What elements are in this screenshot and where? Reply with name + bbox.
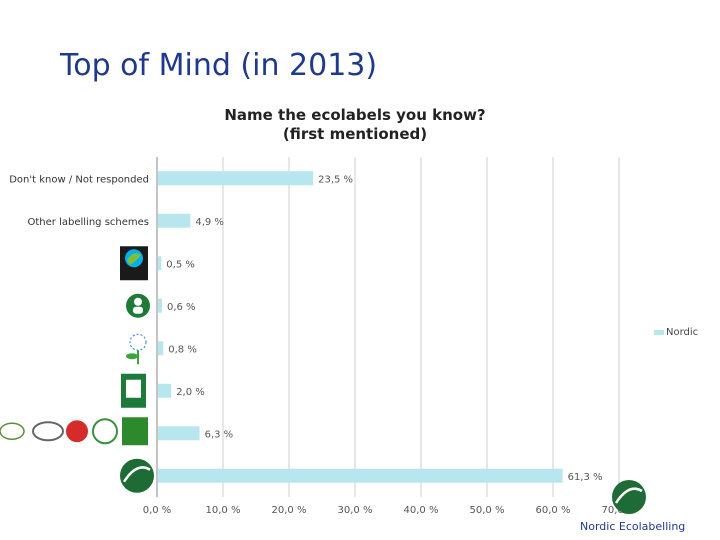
x-tick-label: 50,0 % — [470, 505, 505, 516]
eu-flower-icon — [129, 333, 147, 351]
bar — [158, 213, 191, 228]
organic-labels-icon — [0, 422, 25, 440]
bar — [158, 298, 162, 313]
danish-organic-icon — [66, 420, 88, 443]
ecolabel-person-body — [133, 306, 143, 314]
fairtrade-logo-swirl — [127, 253, 141, 266]
organic-shield-icon — [122, 417, 148, 446]
chart-title-line-2: (first mentioned) — [282, 125, 428, 143]
krav-logo-icon — [32, 421, 64, 442]
data-label: 0,6 % — [167, 302, 196, 313]
data-label: 61,3 % — [568, 472, 603, 483]
x-tick-label: 10,0 % — [206, 505, 241, 516]
bar — [158, 171, 314, 186]
x-tick-label: 0,0 % — [143, 505, 172, 516]
category-label: Don't know / Not responded — [9, 174, 149, 185]
eu-flower-leaf — [126, 353, 138, 360]
bar — [158, 256, 162, 271]
bar — [158, 383, 172, 398]
nordic-swan-icon — [120, 458, 154, 493]
chart-legend: Nordic — [654, 327, 698, 338]
data-label: 6,3 % — [205, 429, 234, 440]
organic-seal-icon — [92, 418, 118, 445]
x-tick-label: 60,0 % — [536, 505, 571, 516]
ecolabel-person-head — [134, 297, 142, 306]
bar — [158, 468, 563, 483]
bar — [158, 426, 200, 441]
x-tick-label: 40,0 % — [404, 505, 439, 516]
legend-swatch — [654, 329, 664, 335]
chart-title: Name the ecolabels you know? (first ment… — [150, 106, 560, 144]
nordic-swan-wing — [122, 466, 151, 483]
data-label: 0,5 % — [166, 259, 195, 270]
data-label: 0,8 % — [168, 344, 197, 355]
data-label: 23,5 % — [318, 174, 353, 185]
category-label: Other labelling schemes — [28, 217, 149, 228]
data-label: 4,9 % — [195, 217, 224, 228]
slide-title: Top of Mind (in 2013) — [60, 48, 378, 83]
x-tick-label: 20,0 % — [272, 505, 307, 516]
nordic-swan-footer-wing — [614, 487, 643, 504]
x-tick-label: 30,0 % — [338, 505, 373, 516]
data-label: 2,0 % — [176, 387, 205, 398]
legend-label: Nordic — [666, 327, 699, 338]
footer-text: Nordic Ecolabelling — [580, 520, 686, 533]
bar — [158, 341, 164, 356]
bra-miljoval-inner — [126, 379, 141, 398]
chart-title-line-1: Name the ecolabels you know? — [224, 106, 486, 124]
nordic-swan-footer-icon — [612, 480, 646, 514]
